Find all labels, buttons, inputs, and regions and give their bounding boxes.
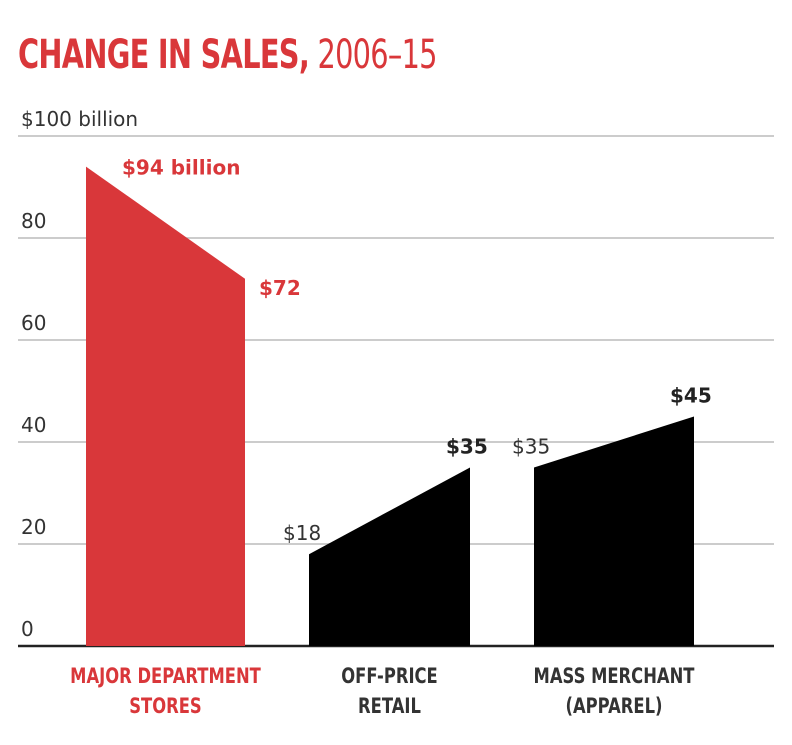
value-label-end: $35 [446,435,488,459]
y-tick-label: 80 [21,209,46,233]
category-labels: MAJOR DEPARTMENT STORES OFF-PRICE RETAIL MAS… [70,665,694,718]
series-area-off-price-retail [309,467,470,646]
y-tick-label: 60 [21,311,46,335]
value-label-end: $45 [670,384,712,408]
chart-title: CHANGE IN SALES, 2006–15 [18,32,437,78]
y-tick-label: 40 [21,413,46,437]
series-areas [86,166,694,646]
value-label-end: $72 [259,276,301,300]
value-label-start: $18 [283,521,321,545]
series-area-mass-merchant-apparel [534,416,694,646]
category-label: RETAIL [358,695,421,718]
value-label-start: $94 billion [122,156,240,180]
y-tick-label: 0 [21,617,34,641]
category-label: MASS MERCHANT [534,665,695,688]
chart-title-years: 2006–15 [317,32,437,78]
value-label-start: $35 [512,435,550,459]
y-tick-label: $100 billion [21,107,138,131]
category-label: STORES [129,695,201,718]
y-tick-labels: 0 20 40 60 80 $100 billion [21,107,138,641]
category-label: (APPAREL) [565,695,662,718]
y-tick-label: 20 [21,515,46,539]
chart-title-main: CHANGE IN SALES, [18,32,310,78]
category-label: MAJOR DEPARTMENT [70,665,261,688]
category-label: OFF-PRICE [341,665,438,688]
value-labels: $94 billion $72 $18 $35 $35 $45 [122,156,712,546]
series-area-major-department-stores [86,166,245,646]
